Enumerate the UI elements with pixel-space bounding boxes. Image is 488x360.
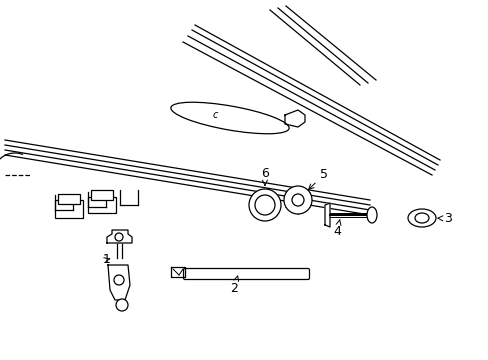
FancyBboxPatch shape [183, 269, 309, 279]
Circle shape [291, 194, 304, 206]
Circle shape [115, 233, 123, 241]
Text: 6: 6 [261, 167, 268, 186]
Bar [88, 197, 116, 213]
Polygon shape [171, 267, 184, 277]
Ellipse shape [170, 102, 288, 134]
Circle shape [114, 275, 124, 285]
Polygon shape [325, 203, 329, 227]
Circle shape [254, 195, 274, 215]
Polygon shape [285, 110, 305, 127]
Text: 1: 1 [103, 253, 111, 266]
Ellipse shape [407, 209, 435, 227]
Bar [91, 190, 113, 200]
Bar [55, 200, 83, 218]
Circle shape [116, 299, 128, 311]
Ellipse shape [414, 213, 428, 223]
Circle shape [284, 186, 311, 214]
Polygon shape [108, 265, 130, 300]
Circle shape [248, 189, 281, 221]
Bar [58, 194, 80, 204]
Text: 3: 3 [437, 212, 451, 225]
Text: 2: 2 [229, 276, 238, 295]
Text: 5: 5 [308, 168, 327, 189]
Ellipse shape [366, 207, 376, 223]
Text: c: c [212, 110, 217, 120]
Polygon shape [107, 230, 132, 243]
Text: 4: 4 [332, 220, 340, 238]
